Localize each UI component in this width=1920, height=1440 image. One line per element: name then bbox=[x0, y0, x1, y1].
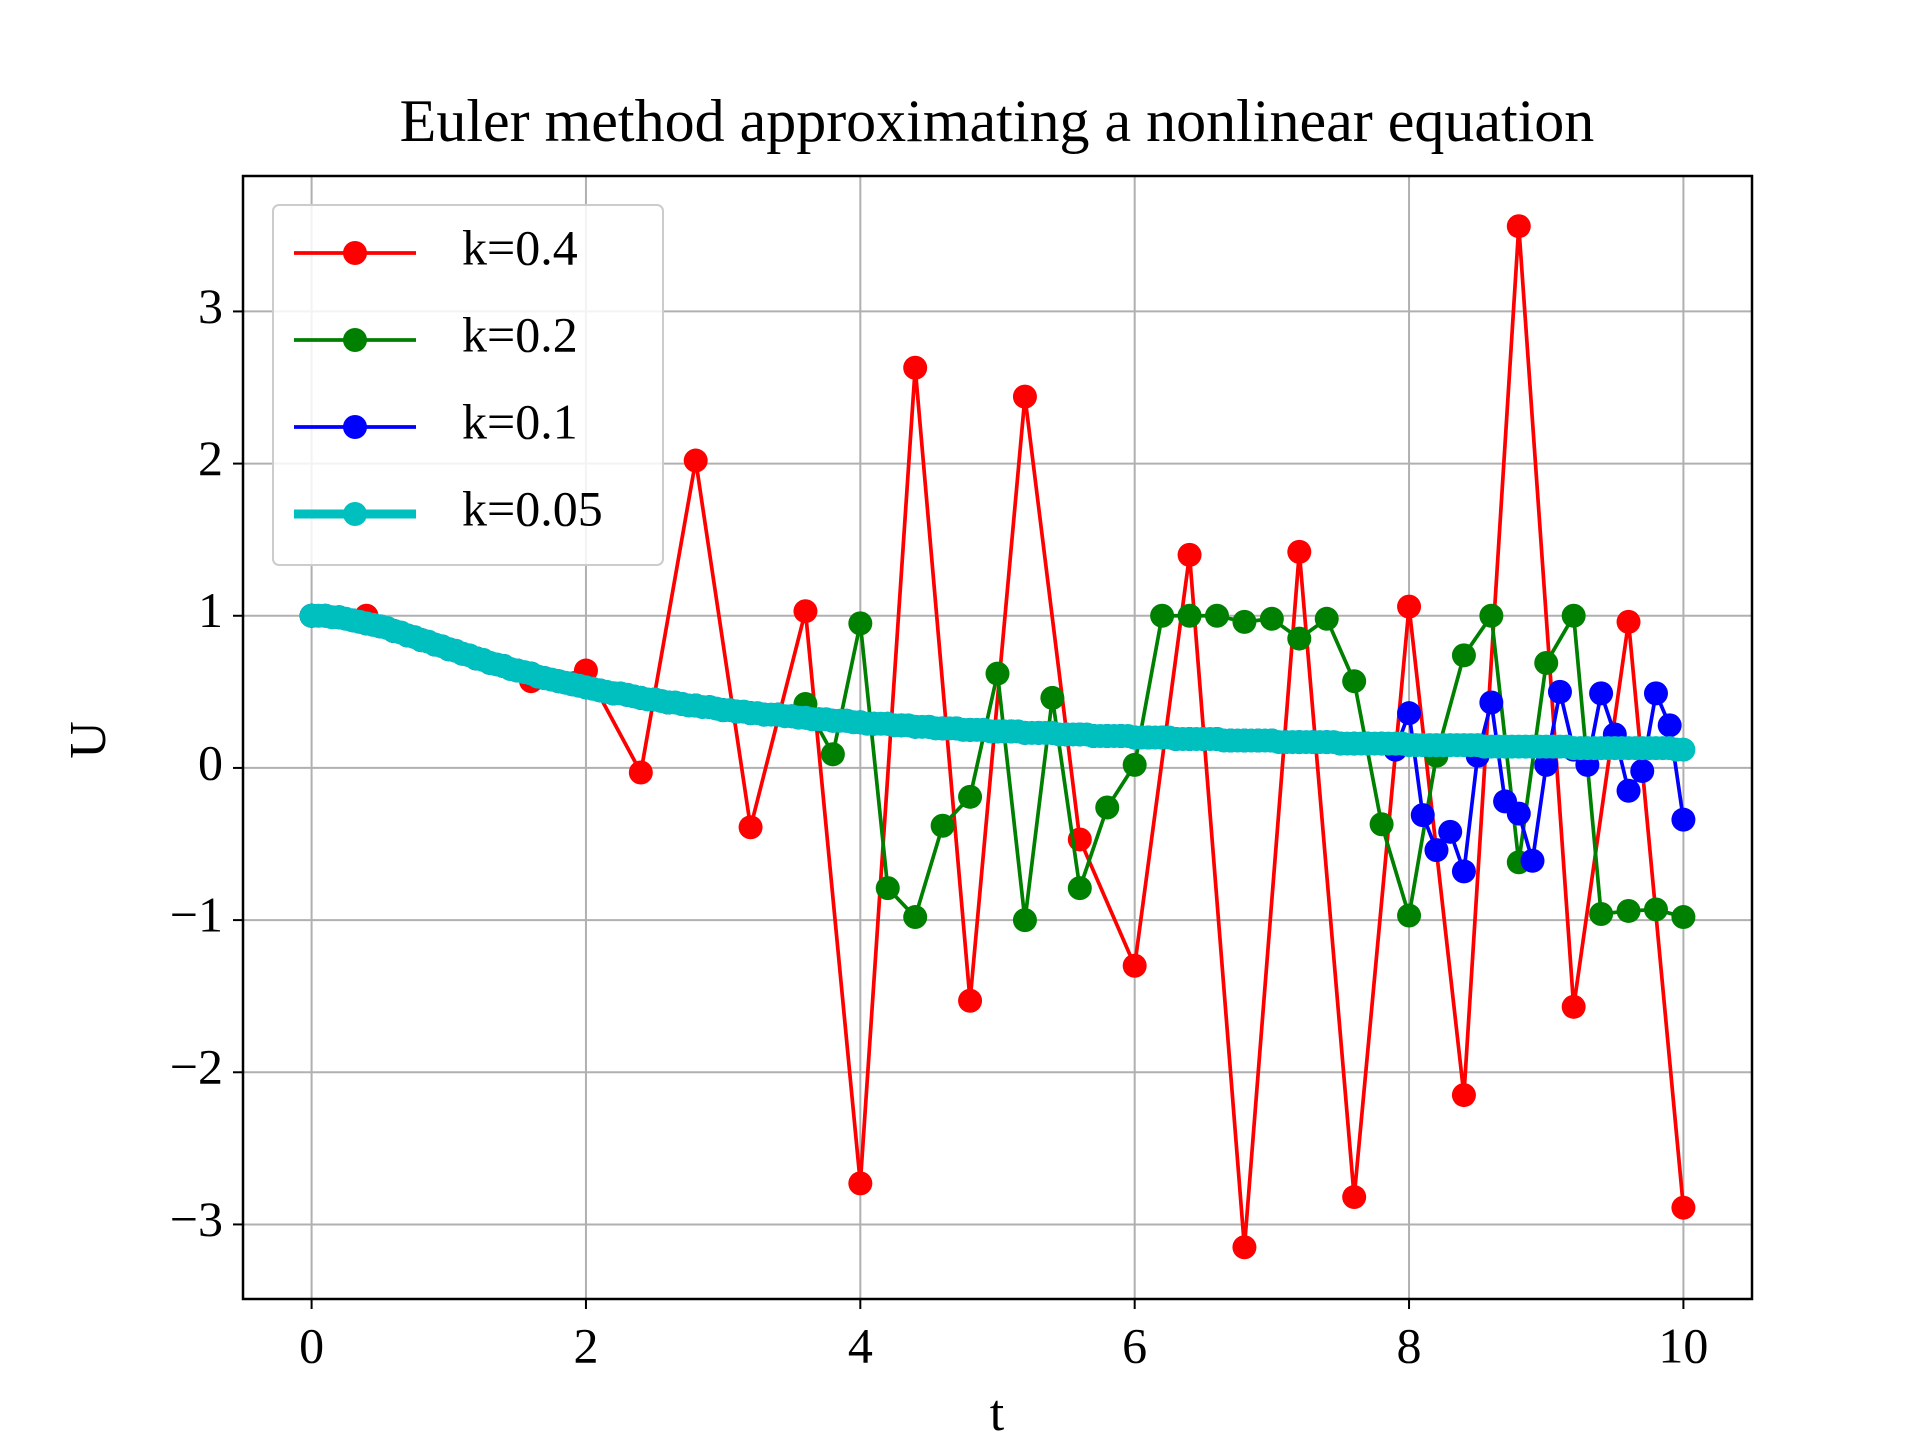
data-point bbox=[738, 815, 763, 840]
x-tick-label: 4 bbox=[848, 1317, 873, 1373]
data-point bbox=[1259, 606, 1284, 631]
x-tick-label: 10 bbox=[1658, 1317, 1708, 1373]
legend-marker bbox=[343, 502, 367, 526]
data-point bbox=[1479, 690, 1504, 715]
data-point bbox=[848, 1171, 873, 1196]
data-point bbox=[1177, 603, 1202, 628]
y-tick-label: 3 bbox=[198, 278, 223, 334]
data-point bbox=[1177, 542, 1202, 567]
data-point bbox=[1314, 606, 1339, 631]
data-point bbox=[1342, 669, 1367, 694]
chart-title: Euler method approximating a nonlinear e… bbox=[400, 88, 1595, 154]
data-point bbox=[1122, 953, 1147, 978]
legend: k=0.4 k=0.2 k=0.1 k=0.05 bbox=[272, 204, 664, 566]
data-point bbox=[958, 988, 983, 1013]
data-point bbox=[985, 661, 1010, 686]
data-point bbox=[1671, 905, 1696, 930]
data-point bbox=[628, 760, 653, 785]
data-point bbox=[1342, 1185, 1367, 1210]
data-point bbox=[1506, 801, 1531, 826]
data-point bbox=[1520, 848, 1545, 873]
data-point bbox=[903, 355, 928, 380]
legend-marker bbox=[343, 415, 367, 439]
data-point bbox=[1369, 812, 1394, 837]
data-point bbox=[1232, 1235, 1257, 1260]
data-point bbox=[1671, 807, 1696, 832]
data-point bbox=[1589, 681, 1614, 706]
legend-box bbox=[272, 204, 664, 566]
x-tick-label: 0 bbox=[299, 1317, 324, 1373]
data-point bbox=[1643, 681, 1668, 706]
ticks: 0 2 4 6 8 10 −3 −2 −1 0 1 2 3 bbox=[170, 278, 1709, 1374]
data-point bbox=[1451, 1083, 1476, 1108]
data-point bbox=[820, 742, 845, 767]
data-point bbox=[1589, 902, 1614, 927]
data-point bbox=[1616, 609, 1641, 634]
data-point bbox=[1150, 603, 1175, 628]
data-point bbox=[1506, 214, 1531, 239]
y-tick-label: −1 bbox=[170, 887, 223, 943]
data-point bbox=[1095, 795, 1120, 820]
y-tick-label: −2 bbox=[170, 1039, 223, 1095]
data-point bbox=[1451, 859, 1476, 884]
data-point bbox=[1410, 803, 1435, 828]
data-point bbox=[1643, 897, 1668, 922]
legend-label: k=0.1 bbox=[462, 393, 578, 449]
y-tick-label: 2 bbox=[198, 430, 223, 486]
data-point bbox=[1040, 685, 1065, 710]
data-point bbox=[1397, 903, 1422, 928]
data-point bbox=[1204, 603, 1229, 628]
data-point bbox=[1451, 643, 1476, 668]
data-point bbox=[1616, 778, 1641, 803]
legend-label: k=0.2 bbox=[462, 306, 578, 362]
legend-marker bbox=[343, 241, 367, 265]
data-point bbox=[1438, 819, 1463, 844]
x-tick-label: 6 bbox=[1122, 1317, 1147, 1373]
y-tick-label: 1 bbox=[198, 582, 223, 638]
legend-label: k=0.05 bbox=[462, 480, 603, 536]
axes-frame bbox=[241, 174, 1754, 1301]
data-point bbox=[1397, 594, 1422, 619]
data-point bbox=[1012, 384, 1037, 409]
plot-area bbox=[299, 214, 1696, 1260]
data-point bbox=[1534, 650, 1559, 675]
data-point bbox=[1012, 908, 1037, 933]
data-point bbox=[1424, 838, 1449, 863]
data-point bbox=[1232, 609, 1257, 634]
data-point bbox=[903, 905, 928, 930]
data-point bbox=[1479, 603, 1504, 628]
data-point bbox=[1671, 737, 1696, 762]
x-tick-label: 2 bbox=[573, 1317, 598, 1373]
data-point bbox=[1616, 898, 1641, 923]
x-axis-label: t bbox=[990, 1385, 1005, 1440]
data-point bbox=[875, 876, 900, 901]
x-tick-label: 8 bbox=[1397, 1317, 1422, 1373]
data-point bbox=[1671, 1195, 1696, 1220]
data-point bbox=[1122, 752, 1147, 777]
data-point bbox=[1657, 713, 1682, 738]
data-point bbox=[683, 448, 708, 473]
data-point bbox=[1561, 994, 1586, 1019]
data-point bbox=[793, 599, 818, 624]
y-axis-label: U bbox=[60, 721, 117, 759]
data-point bbox=[958, 784, 983, 809]
legend-label: k=0.4 bbox=[462, 219, 578, 275]
data-point bbox=[1067, 876, 1092, 901]
y-tick-label: −3 bbox=[170, 1191, 223, 1247]
data-point bbox=[1547, 679, 1572, 704]
data-point bbox=[1287, 539, 1312, 564]
data-point bbox=[930, 813, 955, 838]
data-point bbox=[1397, 701, 1422, 726]
data-point bbox=[848, 611, 873, 636]
data-point bbox=[1630, 758, 1655, 783]
legend-marker bbox=[343, 328, 367, 352]
y-tick-label: 0 bbox=[198, 734, 223, 790]
data-point bbox=[1561, 603, 1586, 628]
data-point bbox=[1287, 626, 1312, 651]
data-point bbox=[1534, 752, 1559, 777]
